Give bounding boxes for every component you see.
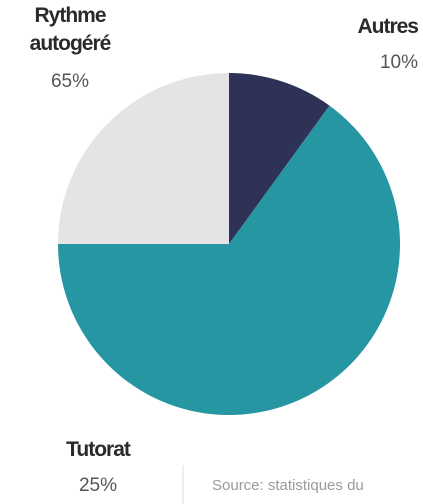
category-label: Rythme autogéré: [30, 4, 111, 55]
pie-slice: [58, 73, 229, 244]
value-label: 65%: [51, 71, 89, 92]
value-label: 10%: [380, 52, 418, 73]
category-label: Tutorat: [66, 438, 131, 461]
value-label: 25%: [79, 475, 117, 496]
category-label: Autres: [357, 15, 418, 38]
pie-slice: [229, 73, 330, 244]
pie-slice: [58, 105, 401, 416]
source: Source: statistiques du: [212, 477, 364, 494]
